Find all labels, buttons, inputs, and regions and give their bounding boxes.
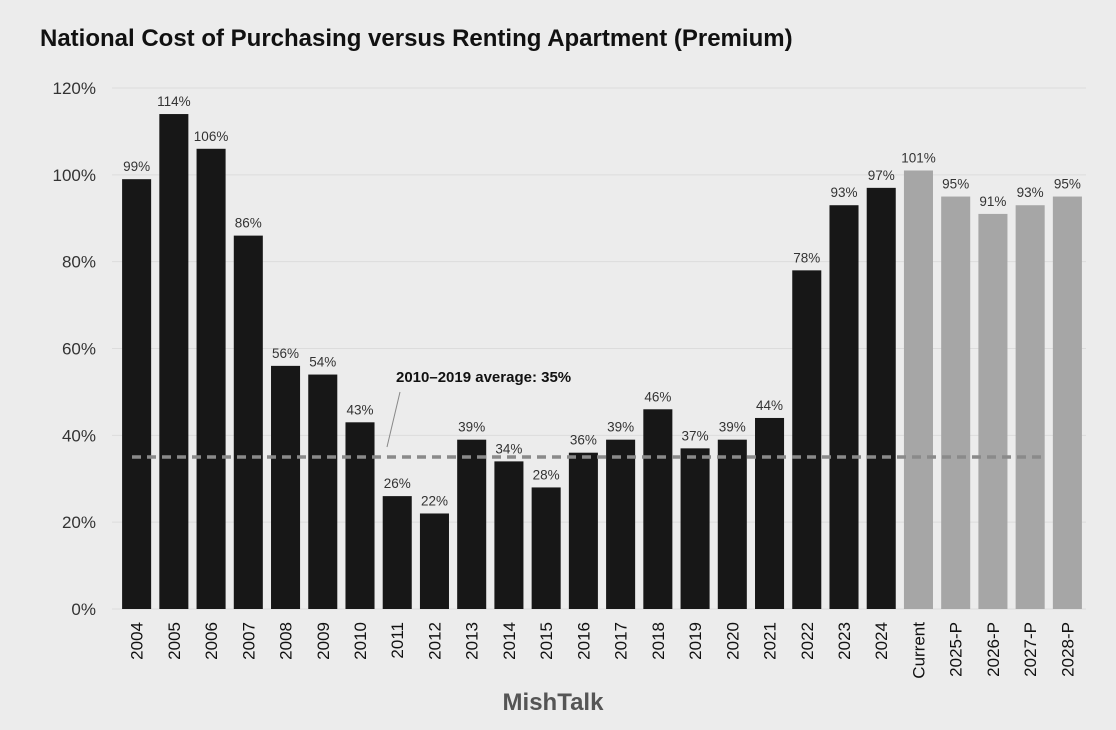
average-label: 2010–2019 average: 35% <box>396 369 571 386</box>
bar <box>755 417 785 609</box>
x-tick-label: 2005 <box>165 622 184 660</box>
data-label: 37% <box>682 428 709 443</box>
x-tick-label: 2013 <box>463 622 482 660</box>
average-leader-line <box>386 391 401 448</box>
data-label: 97% <box>868 168 895 183</box>
y-tick-label: 80% <box>62 253 96 272</box>
y-tick-label: 20% <box>62 513 96 532</box>
data-label: 106% <box>194 129 229 144</box>
bar <box>419 513 449 609</box>
average-reference: 2010–2019 average: 35% <box>132 369 1042 459</box>
data-label: 39% <box>458 420 485 435</box>
data-label: 39% <box>719 420 746 435</box>
x-tick-label: 2022 <box>798 622 817 660</box>
y-tick-label: 100% <box>53 166 96 185</box>
bar <box>159 114 189 610</box>
x-tick-label: 2027-P <box>1021 622 1040 677</box>
data-label: 78% <box>793 250 820 265</box>
y-tick-label: 120% <box>53 79 96 98</box>
bar <box>568 452 598 609</box>
bars <box>122 114 1082 610</box>
x-tick-label: 2015 <box>537 622 556 660</box>
chart-title: National Cost of Purchasing versus Renti… <box>40 25 793 52</box>
bar <box>308 374 338 609</box>
x-tick-label: 2020 <box>723 622 742 660</box>
bar <box>829 205 859 609</box>
x-tick-label: 2008 <box>277 622 296 660</box>
x-tick-label: 2006 <box>202 622 221 660</box>
bar <box>345 422 375 609</box>
y-axis-ticks: 0% 20% 40% 60% 80% 100% 120% <box>53 79 96 619</box>
data-label: 44% <box>756 398 783 413</box>
x-tick-label: 2010 <box>351 622 370 660</box>
x-tick-label: 2009 <box>314 622 333 660</box>
bar <box>531 487 561 609</box>
data-label: 36% <box>570 433 597 448</box>
data-label: 101% <box>901 150 936 165</box>
data-label: 39% <box>607 420 634 435</box>
x-tick-label: 2023 <box>835 622 854 660</box>
x-tick-label: 2014 <box>500 622 519 660</box>
bar <box>271 365 301 609</box>
data-label: 56% <box>272 346 299 361</box>
data-label: 28% <box>533 467 560 482</box>
bar <box>680 448 710 609</box>
bar <box>978 213 1008 610</box>
data-label: 43% <box>346 402 373 417</box>
data-label: 46% <box>644 389 671 404</box>
bar <box>606 439 636 609</box>
bar <box>494 461 524 609</box>
bar <box>457 439 487 609</box>
y-tick-label: 60% <box>62 340 96 359</box>
x-tick-label: 2016 <box>574 622 593 660</box>
data-label: 54% <box>309 355 336 370</box>
data-label: 93% <box>830 185 857 200</box>
data-label: 26% <box>384 476 411 491</box>
bar <box>196 148 226 610</box>
data-label: 99% <box>123 159 150 174</box>
bar <box>643 409 673 609</box>
x-tick-label: 2018 <box>649 622 668 660</box>
data-label: 86% <box>235 216 262 231</box>
x-axis-ticks: 2004 2005 2006 2007 2008 2009 2010 2011 2012 2013… <box>128 622 1078 679</box>
data-label: 93% <box>1017 185 1044 200</box>
data-labels: 99% 114% 106% 86% 56% 54% 43% 26% 22% 39% 34% 28% 36… <box>123 94 1081 508</box>
bar <box>866 187 896 609</box>
bar <box>717 439 747 609</box>
x-tick-label: 2004 <box>128 622 147 660</box>
x-tick-label: 2024 <box>872 622 891 660</box>
x-tick-label: 2017 <box>612 622 631 660</box>
bar <box>903 170 933 609</box>
bar <box>233 235 263 609</box>
y-tick-label: 0% <box>71 600 96 619</box>
x-tick-label: 2007 <box>239 622 258 660</box>
watermark: MishTalk <box>503 689 605 716</box>
data-label: 95% <box>1054 177 1081 192</box>
data-label: 34% <box>495 441 522 456</box>
bar <box>792 270 822 609</box>
x-tick-label: Current <box>909 622 928 679</box>
bar <box>1015 205 1045 609</box>
bar <box>1052 196 1082 609</box>
x-tick-label: 2012 <box>425 622 444 660</box>
x-tick-label: 2019 <box>686 622 705 660</box>
x-tick-label: 2011 <box>388 622 407 659</box>
data-label: 114% <box>157 94 191 109</box>
data-label: 95% <box>942 177 969 192</box>
bar <box>382 496 412 609</box>
x-tick-label: 2028-P <box>1058 622 1077 677</box>
x-tick-label: 2026-P <box>984 622 1003 677</box>
x-tick-label: 2021 <box>761 622 780 660</box>
y-tick-label: 40% <box>62 426 96 445</box>
x-tick-label: 2025-P <box>947 622 966 677</box>
bar <box>941 196 971 609</box>
data-label: 91% <box>979 194 1006 209</box>
bar <box>122 179 152 610</box>
data-label: 22% <box>421 493 448 508</box>
